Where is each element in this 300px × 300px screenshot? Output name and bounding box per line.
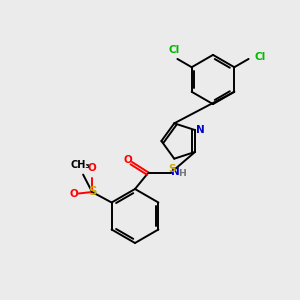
Text: H: H: [178, 169, 186, 178]
Text: Cl: Cl: [255, 52, 266, 62]
Text: CH₃: CH₃: [70, 160, 90, 170]
Text: S: S: [168, 164, 176, 174]
Text: O: O: [69, 189, 78, 199]
Text: O: O: [88, 164, 97, 173]
Text: O: O: [124, 155, 133, 165]
Text: N: N: [171, 167, 180, 177]
Text: Cl: Cl: [168, 45, 179, 55]
Text: N: N: [196, 125, 205, 135]
Text: S: S: [88, 184, 96, 198]
